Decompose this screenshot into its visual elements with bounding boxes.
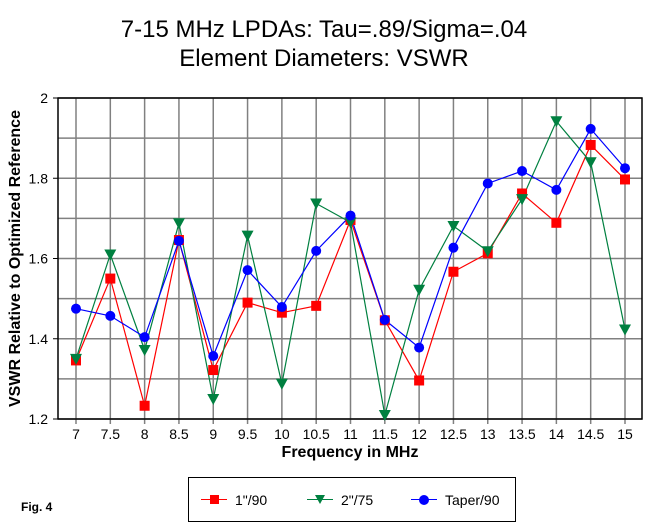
y-tick-label: 1.6: [29, 251, 49, 267]
x-axis-label: Frequency in MHz: [282, 444, 419, 461]
legend-item-1in-90: 1"/90: [201, 490, 267, 510]
data-point-2-75: [138, 344, 151, 356]
data-point-2-75: [172, 218, 185, 230]
data-point-taper-90: [551, 184, 562, 195]
series-markers: [70, 116, 631, 421]
x-tick-label: 7.5: [101, 426, 121, 442]
data-point-2-75: [275, 378, 288, 390]
x-tick-label: 10: [274, 426, 290, 442]
data-point-taper-90: [345, 210, 356, 221]
legend-label: Taper/90: [445, 492, 500, 508]
legend-label: 2"/75: [341, 492, 374, 508]
data-point-taper-90: [71, 303, 81, 314]
x-tick-label: 11: [343, 426, 358, 442]
data-point-1-90: [276, 307, 287, 318]
legend-label: 1"/90: [235, 492, 268, 508]
x-tick-label: 14.5: [577, 426, 604, 442]
legend-item-2in-75: 2"/75: [307, 490, 373, 510]
data-point-taper-90: [208, 351, 219, 362]
data-point-2-75: [481, 246, 494, 258]
data-point-1-90: [105, 273, 116, 284]
data-point-2-75: [207, 393, 220, 405]
data-point-1-90: [551, 217, 562, 228]
y-tick-label: 2: [40, 90, 48, 106]
data-point-2-75: [344, 217, 357, 229]
data-point-taper-90: [311, 245, 322, 256]
data-point-taper-90: [482, 178, 493, 189]
legend-item-taper-90: Taper/90: [411, 490, 499, 510]
data-point-1-90: [208, 365, 219, 376]
data-point-2-75: [70, 353, 82, 365]
x-tick-label: 13: [480, 426, 496, 442]
x-tick-label: 12: [411, 426, 427, 442]
x-axis-ticks: 7 7.5 8 8.5 9 9.5 10 10.5 11 11.5 12 12.5 13 13.5 14 14…: [72, 426, 633, 442]
data-point-1-90: [414, 375, 425, 386]
y-tick-label: 1.4: [29, 331, 49, 347]
x-tick-label: 15: [617, 426, 633, 442]
data-point-2-75: [310, 198, 323, 210]
legend-swatch: [201, 490, 227, 510]
data-point-taper-90: [105, 310, 116, 321]
data-point-1-90: [311, 300, 322, 311]
x-tick-label: 14: [549, 426, 565, 442]
data-point-2-75: [413, 284, 426, 296]
data-point-2-75: [447, 220, 460, 232]
x-tick-label: 7: [72, 426, 80, 442]
data-point-taper-90: [620, 163, 630, 174]
data-point-1-90: [139, 400, 150, 411]
data-point-taper-90: [173, 235, 184, 246]
legend-swatch: [411, 490, 437, 510]
data-point-2-75: [241, 230, 254, 242]
x-tick-label: 11.5: [372, 426, 398, 442]
data-point-taper-90: [448, 242, 459, 253]
data-point-2-75: [550, 116, 563, 128]
data-point-taper-90: [379, 314, 390, 325]
data-point-taper-90: [517, 166, 528, 177]
data-point-taper-90: [276, 302, 287, 313]
x-tick-label: 9.5: [238, 426, 258, 442]
figure-label: Fig. 4: [21, 500, 53, 514]
x-tick-label: 12.5: [440, 426, 467, 442]
data-point-taper-90: [585, 123, 596, 134]
grid: [58, 97, 642, 424]
y-tick-label: 1.8: [29, 170, 49, 186]
data-point-1-90: [620, 174, 630, 185]
chart-subtitle: Element Diameters: VSWR: [179, 45, 469, 72]
y-axis-label: VSWR Relative to Optimized Reference: [7, 110, 24, 407]
legend-swatch: [307, 490, 333, 510]
square-marker-icon: [210, 495, 219, 504]
chart-title: 7-15 MHz LPDAs: Tau=.89/Sigma=.04: [120, 16, 528, 43]
triangle-down-marker-icon: [315, 495, 325, 504]
x-tick-label: 9: [209, 426, 217, 442]
x-tick-label: 13.5: [508, 426, 535, 442]
data-point-2-75: [516, 194, 529, 206]
data-point-1-90: [242, 297, 253, 308]
data-point-2-75: [584, 157, 597, 169]
y-tick-label: 1.2: [29, 411, 49, 427]
data-point-taper-90: [139, 332, 150, 343]
x-tick-label: 8: [141, 426, 149, 442]
data-point-2-75: [104, 249, 117, 261]
x-tick-label: 10.5: [303, 426, 330, 442]
y-axis-ticks: 1.2 1.4 1.6 1.8 2: [29, 90, 58, 427]
data-point-1-90: [517, 188, 528, 199]
data-point-2-75: [378, 409, 391, 421]
circle-marker-icon: [419, 495, 429, 505]
chart-plot: 1.2 1.4 1.6 1.8 2 7 7.5 8 8.5 9 9.5 10 10.5 11 11.5 12…: [7, 90, 643, 461]
data-point-taper-90: [242, 265, 253, 276]
data-point-1-90: [585, 139, 596, 150]
x-tick-label: 8.5: [169, 426, 189, 442]
legend: 1"/90 2"/75 Taper/90: [188, 477, 516, 522]
data-point-2-75: [619, 324, 631, 336]
data-point-taper-90: [414, 342, 425, 353]
data-point-1-90: [448, 266, 459, 277]
